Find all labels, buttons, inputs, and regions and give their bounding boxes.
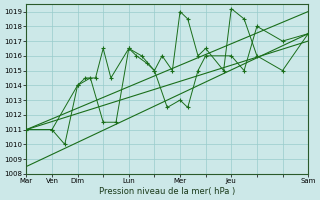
- X-axis label: Pression niveau de la mer( hPa ): Pression niveau de la mer( hPa ): [99, 187, 236, 196]
